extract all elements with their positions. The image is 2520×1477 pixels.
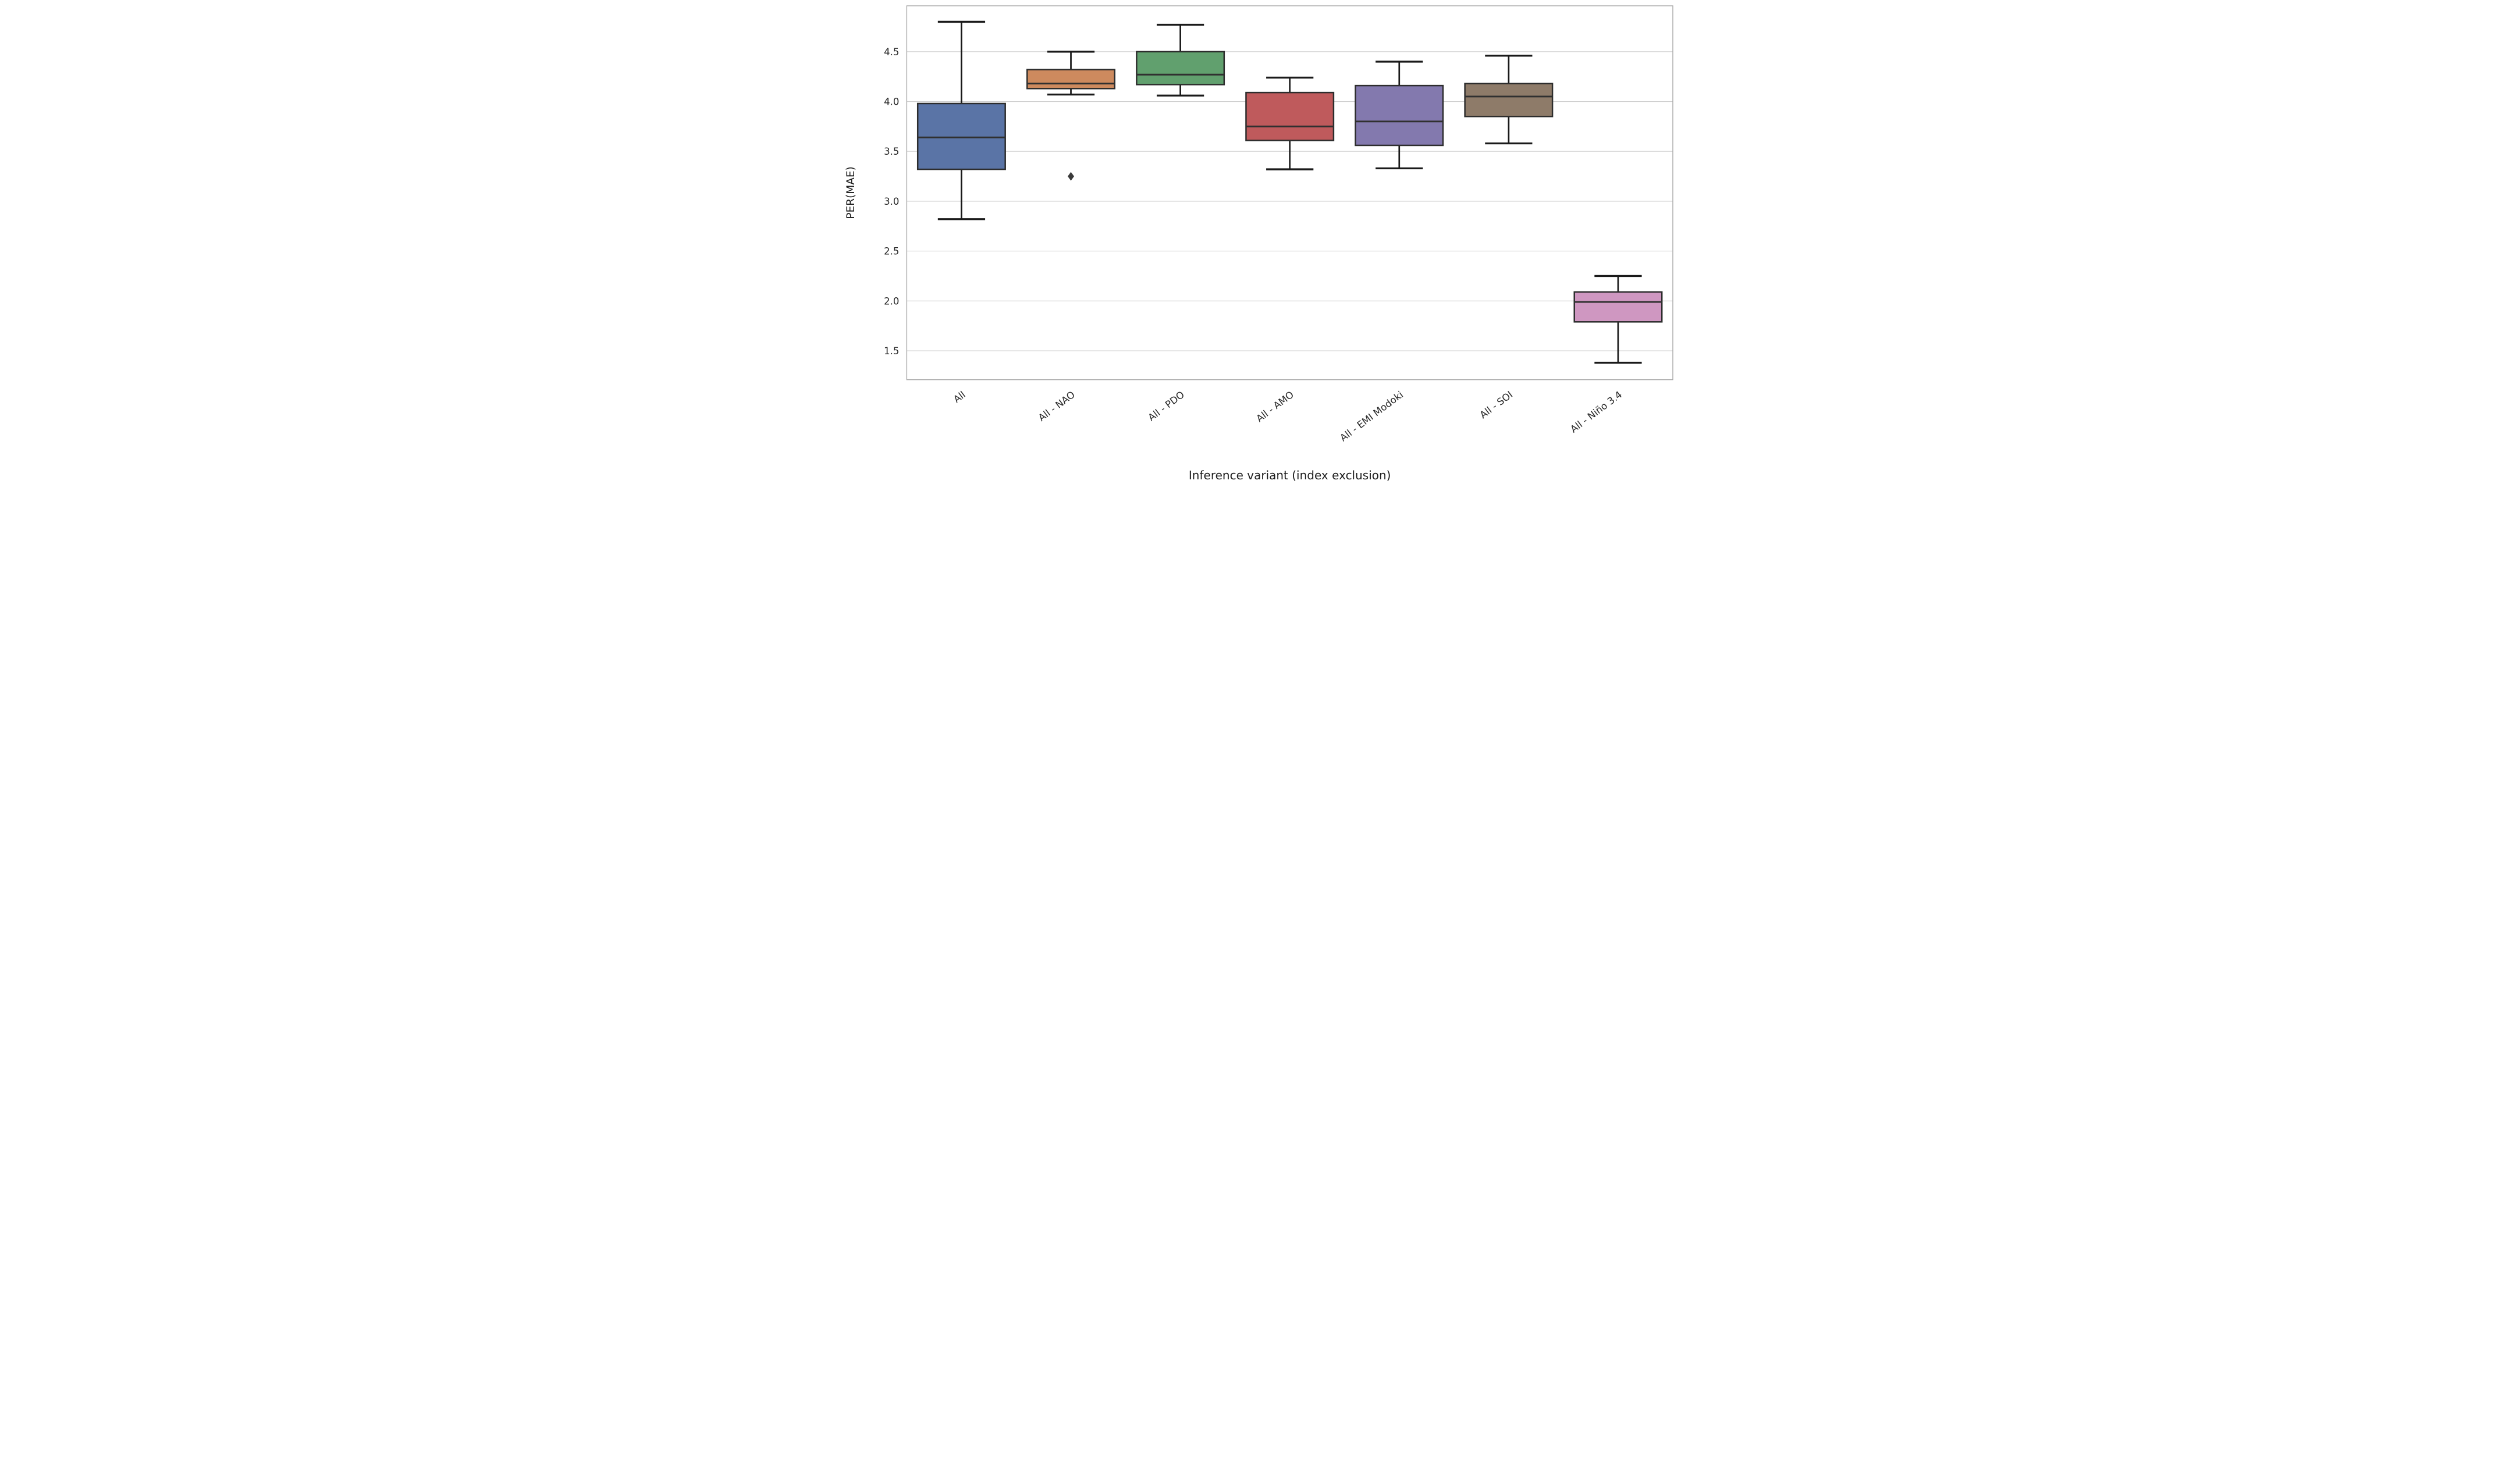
x-tick-label: All - Niño 3.4 [1568, 389, 1624, 435]
box [1245, 91, 1334, 141]
boxplot-svg: 4.5 4.0 3.5 3.0 2.5 2.0 1.5 All All - NAO All - … [845, 5, 1673, 482]
box [1135, 51, 1225, 86]
y-tick-label: 2.0 [884, 296, 899, 307]
box [1463, 83, 1553, 118]
x-axis-label: Inference variant (index exclusion) [1188, 468, 1391, 482]
y-tick-label: 3.5 [884, 146, 899, 157]
box-group [1463, 55, 1553, 145]
outlier-diamond [1067, 172, 1074, 181]
y-tick-label: 1.5 [884, 346, 899, 357]
plot-frame [906, 5, 1673, 380]
y-axis-label: PER(MAE) [845, 166, 857, 219]
y-tick-label: 4.0 [884, 97, 899, 108]
y-tick-label: 4.5 [884, 47, 899, 58]
x-tick-label: All - SOI [1477, 389, 1515, 421]
box-group [1135, 23, 1225, 97]
x-tick-label: All - NAO [1036, 389, 1077, 423]
box-group [1026, 51, 1115, 181]
boxes [916, 20, 1662, 364]
box-group [916, 20, 1006, 220]
x-tick-label: All - EMI Modoki [1338, 389, 1405, 444]
box [916, 102, 1006, 170]
boxplot-figure: 4.5 4.0 3.5 3.0 2.5 2.0 1.5 All All - NAO All - … [840, 0, 1680, 493]
y-tick-label: 3.0 [884, 196, 899, 207]
box-group [1573, 275, 1662, 364]
x-tick-labels: All All - NAO All - PDO All - AMO All - EMI … [951, 389, 1624, 444]
box-group [1245, 76, 1334, 170]
box [1354, 84, 1444, 147]
x-tick-label: All [951, 389, 968, 405]
y-tick-label: 2.5 [884, 246, 899, 257]
box [1026, 69, 1115, 90]
x-tick-label: All - PDO [1146, 389, 1186, 423]
x-tick-label: All - AMO [1254, 389, 1296, 425]
box [1573, 291, 1662, 323]
box-group [1354, 60, 1444, 170]
plot-border [906, 5, 1673, 380]
y-tick-labels: 4.5 4.0 3.5 3.0 2.5 2.0 1.5 [884, 47, 899, 357]
